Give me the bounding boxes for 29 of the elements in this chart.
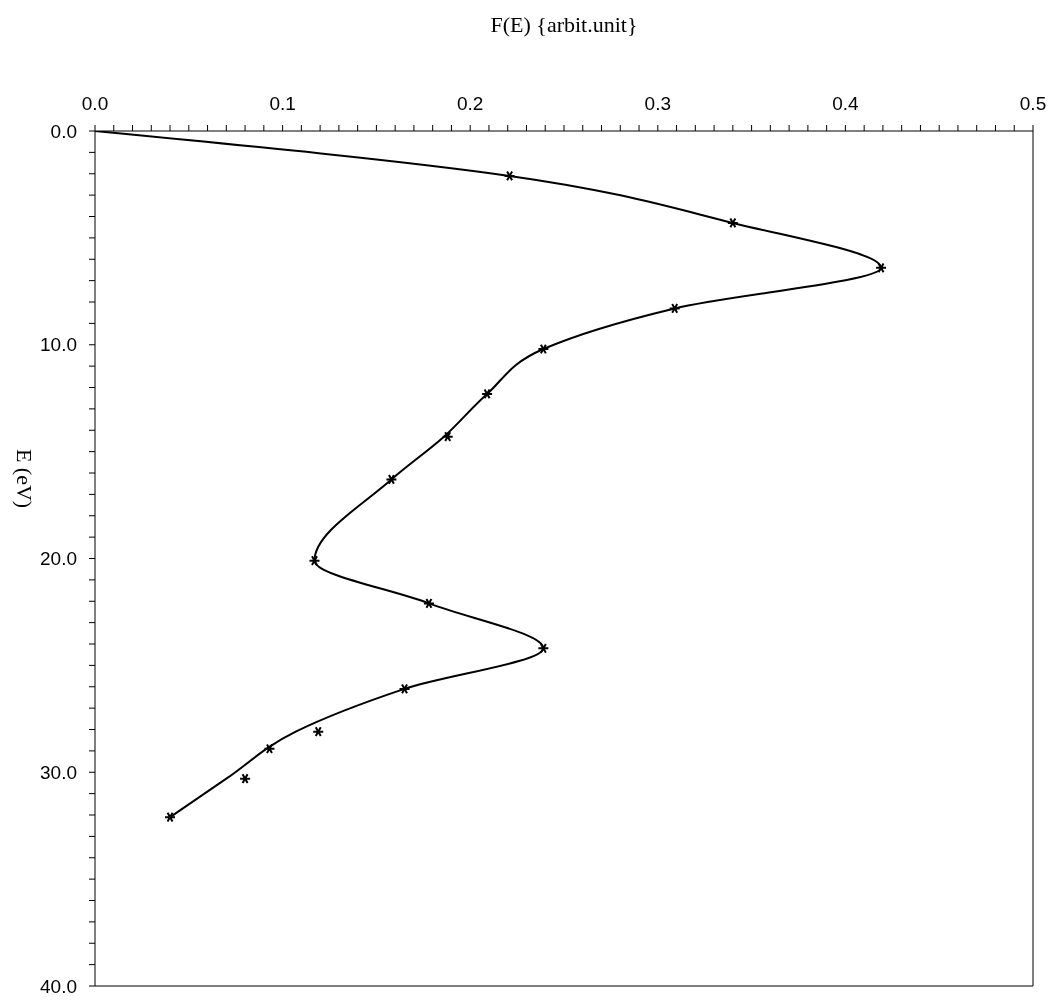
point — [263, 743, 276, 755]
y-tick-label: 10.0 — [40, 334, 77, 356]
x-tick-label: 0.4 — [832, 92, 860, 114]
y-tick-label: 30.0 — [40, 761, 77, 783]
point — [312, 726, 325, 737]
y-tick-label: 40.0 — [40, 975, 77, 997]
x-tick-label: 0.5 — [1019, 92, 1047, 114]
point — [537, 642, 550, 654]
point — [875, 262, 888, 274]
point — [398, 683, 411, 695]
point — [503, 170, 516, 182]
x-tick-label: 0.3 — [644, 92, 672, 114]
point — [668, 303, 681, 314]
x-axis-title: F(E) {arbit.unit} — [490, 11, 638, 37]
point — [441, 431, 454, 443]
point — [308, 555, 321, 566]
y-tick-label: 20.0 — [40, 548, 77, 569]
point — [537, 343, 550, 355]
x-tick-label: 0.1 — [269, 92, 296, 114]
point — [164, 811, 177, 823]
point — [726, 217, 739, 229]
point — [239, 773, 252, 785]
y-axis-title: E (eV) — [11, 448, 37, 509]
point — [422, 598, 435, 609]
point — [481, 388, 494, 400]
x-tick-label: 0.2 — [456, 92, 484, 114]
x-tick-label: 0.0 — [81, 92, 109, 114]
y-tick-label: 0.0 — [50, 120, 77, 142]
point — [385, 474, 398, 485]
